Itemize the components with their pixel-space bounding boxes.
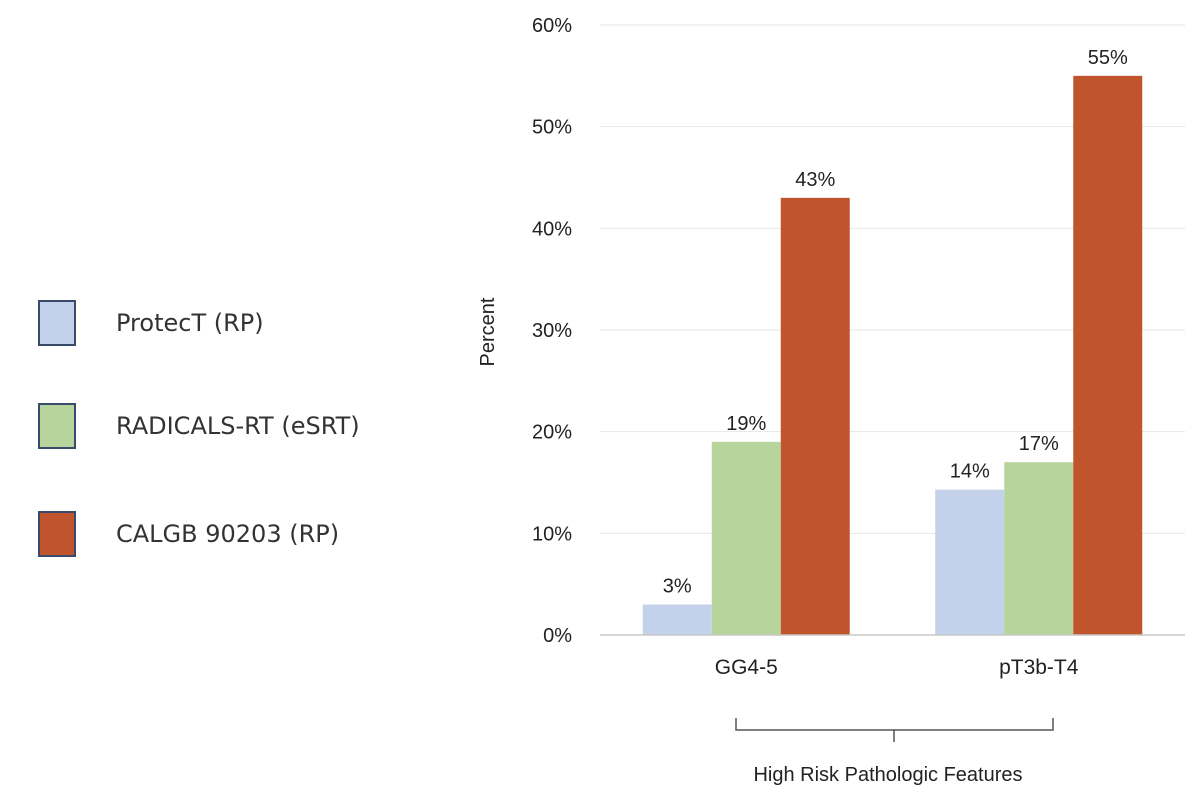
y-tick-label: 50% <box>532 117 572 139</box>
legend-swatch-radicals <box>38 403 76 449</box>
bars <box>642 75 1143 636</box>
y-tick-label: 30% <box>532 320 572 342</box>
data-label: 55% <box>1088 47 1128 69</box>
data-label: 17% <box>1019 433 1059 455</box>
legend-label-protect: ProtecT (RP) <box>116 309 264 337</box>
bar <box>711 441 781 635</box>
data-label: 19% <box>726 413 766 435</box>
bar <box>1004 462 1074 635</box>
category-labels: GG4-5 pT3b-T4 <box>715 656 1079 679</box>
y-tick-label: 60% <box>532 15 572 37</box>
bar <box>1073 75 1143 636</box>
bar <box>642 604 712 635</box>
y-axis-ticks: 0% 10% 20% 30% 40% 50% 60% <box>532 15 572 647</box>
legend-label-radicals: RADICALS-RT (eSRT) <box>116 412 360 440</box>
y-tick-label: 0% <box>543 625 572 647</box>
legend-swatch-calgb <box>38 511 76 557</box>
bar <box>935 489 1005 635</box>
x-axis-bracket <box>735 718 1054 742</box>
data-label: 3% <box>663 576 692 598</box>
bar <box>780 197 850 636</box>
y-axis-title: Percent <box>477 297 499 366</box>
y-tick-label: 20% <box>532 422 572 444</box>
legend-item-radicals: RADICALS-RT (eSRT) <box>38 403 458 453</box>
data-label: 43% <box>795 169 835 191</box>
legend-label-calgb: CALGB 90203 (RP) <box>116 520 340 548</box>
y-tick-label: 10% <box>532 523 572 545</box>
x-tick-label: pT3b-T4 <box>999 656 1079 679</box>
x-axis-title: High Risk Pathologic Features <box>753 764 1022 786</box>
legend-item-protect: ProtecT (RP) <box>38 300 458 350</box>
y-tick-label: 40% <box>532 218 572 240</box>
legend-swatch-protect <box>38 300 76 346</box>
data-labels: 3% 19% 43% 14% 17% 55% <box>663 47 1128 598</box>
data-label: 14% <box>950 461 990 483</box>
legend-item-calgb: CALGB 90203 (RP) <box>38 511 458 561</box>
x-tick-label: GG4-5 <box>715 656 778 679</box>
